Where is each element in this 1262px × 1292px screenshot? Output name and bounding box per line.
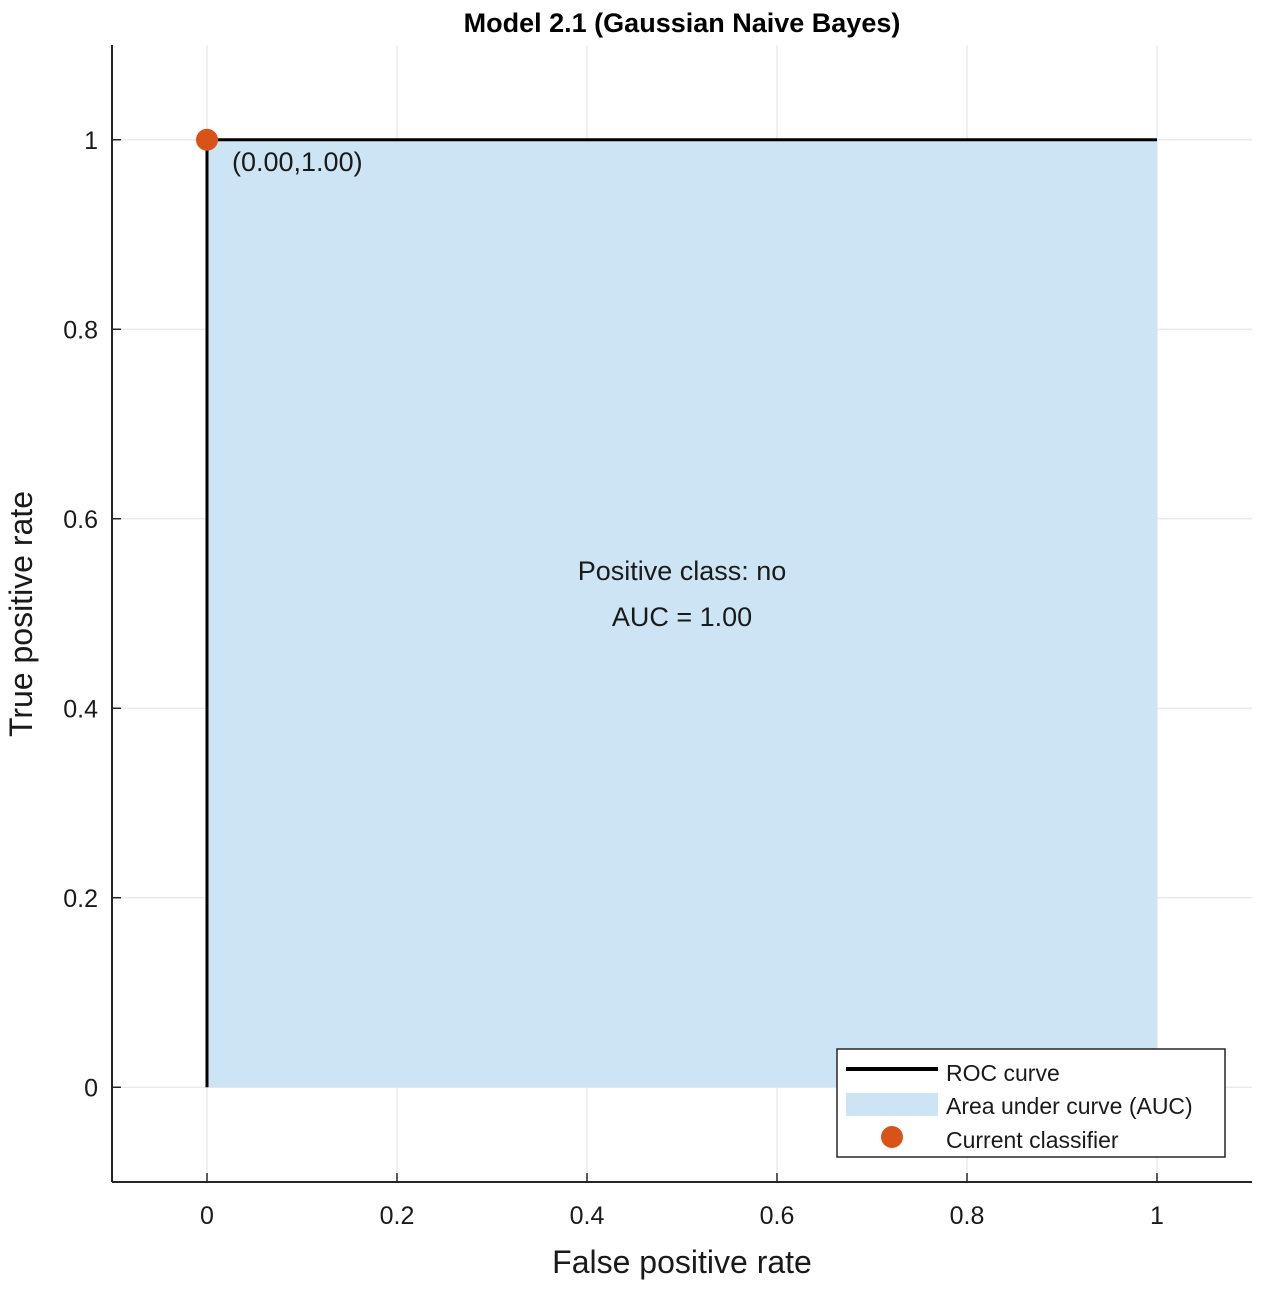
y-tick-label: 0 xyxy=(84,1074,98,1102)
y-tick-label: 0.8 xyxy=(63,316,98,344)
y-tick-label: 0.6 xyxy=(63,506,98,534)
x-tick-label: 0.2 xyxy=(380,1202,415,1230)
y-tick-label: 1 xyxy=(84,127,98,155)
x-tick-label: 0.4 xyxy=(570,1202,605,1230)
auc-annotation: AUC = 1.00 xyxy=(612,602,752,632)
legend-auc-swatch xyxy=(846,1093,938,1116)
x-tick-label: 0.8 xyxy=(950,1202,985,1230)
legend-classifier-swatch xyxy=(881,1126,903,1148)
y-axis-label: True positive rate xyxy=(3,491,39,737)
legend-label-auc: Area under curve (AUC) xyxy=(946,1093,1193,1119)
current-classifier-point xyxy=(196,128,218,151)
y-tick-label: 0.2 xyxy=(63,885,98,913)
x-tick-label: 0.6 xyxy=(760,1202,795,1230)
point-label: (0.00,1.00) xyxy=(232,147,363,177)
axis-ticks: 0 0.2 0.4 0.6 0.8 1 0 0.2 0.4 0.6 0.8 1 xyxy=(63,127,1164,1230)
y-tick-label: 0.4 xyxy=(63,695,98,723)
positive-class-annotation: Positive class: no xyxy=(578,556,787,586)
x-tick-label: 1 xyxy=(1150,1202,1164,1230)
chart-title: Model 2.1 (Gaussian Naive Bayes) xyxy=(464,8,901,38)
x-tick-label: 0 xyxy=(200,1202,214,1230)
auc-area xyxy=(207,139,1157,1088)
x-axis-label: False positive rate xyxy=(552,1244,812,1280)
legend-label-classifier: Current classifier xyxy=(946,1127,1119,1153)
legend-label-roc: ROC curve xyxy=(946,1060,1060,1086)
legend: ROC curve Area under curve (AUC) Current… xyxy=(836,1048,1226,1158)
